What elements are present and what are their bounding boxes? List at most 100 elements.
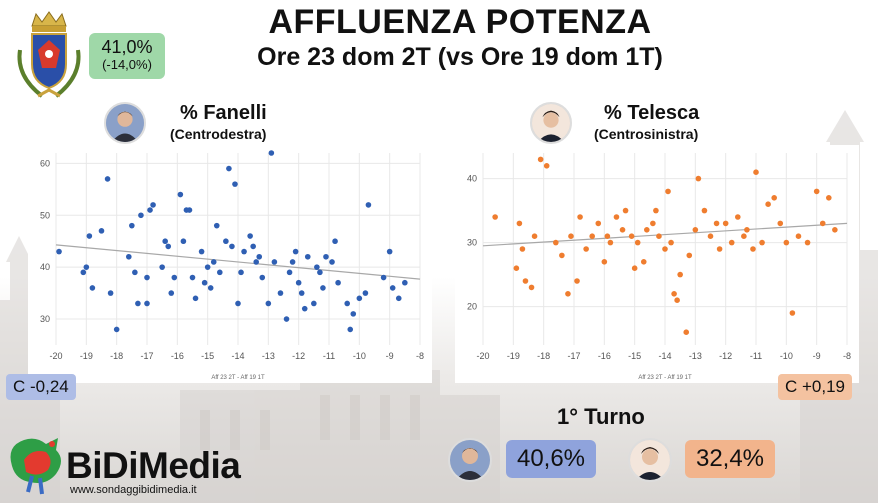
data-point	[129, 222, 135, 229]
data-point	[622, 207, 629, 214]
data-point	[640, 259, 647, 265]
data-point	[559, 252, 565, 259]
x-tick-label: -10	[353, 351, 366, 361]
brand-name: BiDiMedia	[66, 445, 241, 486]
x-tick-label: -17	[567, 351, 580, 361]
data-point	[765, 201, 771, 207]
data-point	[565, 291, 571, 297]
fanelli-avatar-small	[448, 438, 492, 482]
data-point	[286, 269, 293, 276]
data-point	[543, 163, 550, 169]
data-point	[80, 269, 87, 276]
data-point	[568, 233, 574, 239]
data-point	[513, 265, 520, 271]
data-point	[741, 233, 747, 239]
data-point	[144, 300, 150, 307]
data-point	[771, 195, 777, 201]
data-point	[380, 274, 387, 281]
data-point	[519, 246, 526, 252]
data-point	[813, 188, 820, 195]
candidate-coalition-right: (Centrosinistra)	[594, 126, 699, 142]
data-point	[628, 233, 635, 239]
x-axis-label: Aff 23 2T - Aff 19 1T	[211, 375, 265, 381]
data-point	[186, 207, 193, 213]
data-point	[644, 227, 650, 233]
data-point	[292, 248, 299, 255]
data-point	[86, 233, 93, 239]
plot-background	[455, 145, 859, 383]
x-tick-label: -20	[476, 351, 489, 361]
data-point	[601, 259, 608, 265]
data-point	[320, 285, 326, 291]
plot-background	[28, 145, 432, 383]
data-point	[750, 246, 756, 252]
data-point	[701, 207, 708, 214]
data-point	[229, 243, 235, 250]
y-tick-label: 60	[40, 158, 50, 168]
data-point	[171, 274, 178, 281]
data-point	[304, 253, 311, 260]
y-tick-label: 30	[467, 238, 477, 248]
page-subtitle: Ore 23 dom 2T (vs Ore 19 dom 1T)	[257, 43, 663, 71]
data-point	[583, 246, 589, 252]
data-point	[759, 239, 765, 246]
data-point	[619, 227, 626, 233]
data-point	[150, 202, 156, 208]
x-tick-label: -12	[719, 351, 732, 361]
data-point	[683, 329, 690, 335]
x-tick-label: -17	[140, 351, 153, 361]
data-point	[217, 269, 223, 276]
trend-line	[482, 222, 848, 247]
data-point	[389, 285, 396, 291]
data-point	[277, 290, 284, 296]
x-tick-label: -18	[537, 351, 550, 361]
data-point	[634, 239, 641, 246]
data-point	[271, 259, 278, 265]
data-point	[126, 253, 132, 260]
data-point	[574, 278, 580, 284]
data-point	[168, 290, 175, 296]
brand-url[interactable]: www.sondaggibidimedia.it	[70, 484, 197, 496]
turnout-value: 41,0%	[101, 37, 153, 57]
data-point	[707, 233, 714, 239]
data-point	[259, 274, 266, 281]
data-point	[298, 290, 305, 296]
data-point	[365, 202, 372, 208]
data-point	[695, 175, 702, 182]
trend-line	[55, 244, 421, 280]
data-point	[323, 253, 329, 260]
data-point	[104, 176, 111, 182]
data-point	[144, 274, 150, 281]
data-point	[329, 259, 335, 265]
x-tick-label: -9	[813, 351, 821, 361]
data-point	[256, 253, 263, 260]
data-point	[165, 243, 172, 250]
data-point	[589, 233, 595, 239]
data-point	[744, 227, 750, 233]
data-point	[832, 227, 838, 233]
data-point	[735, 214, 741, 220]
first-round-result-left: 40,6%	[506, 440, 596, 478]
data-point	[674, 297, 680, 303]
data-point	[98, 228, 105, 234]
data-point	[531, 233, 538, 239]
data-point	[783, 239, 790, 246]
x-tick-label: -8	[416, 351, 424, 361]
x-tick-label: -10	[780, 351, 793, 361]
data-point	[728, 239, 735, 246]
city-crest-icon	[17, 11, 81, 98]
first-round-result-right: 32,4%	[685, 440, 775, 478]
data-point	[692, 227, 699, 233]
data-point	[317, 269, 323, 276]
data-point	[553, 239, 559, 246]
data-point	[135, 300, 141, 307]
data-point	[613, 214, 620, 220]
x-tick-label: -15	[628, 351, 641, 361]
x-tick-label: -16	[171, 351, 184, 361]
page-title: AFFLUENZA POTENZA	[268, 3, 652, 41]
data-point	[159, 264, 165, 270]
data-point	[232, 181, 238, 187]
data-point	[650, 220, 656, 227]
x-tick-label: -8	[843, 351, 851, 361]
